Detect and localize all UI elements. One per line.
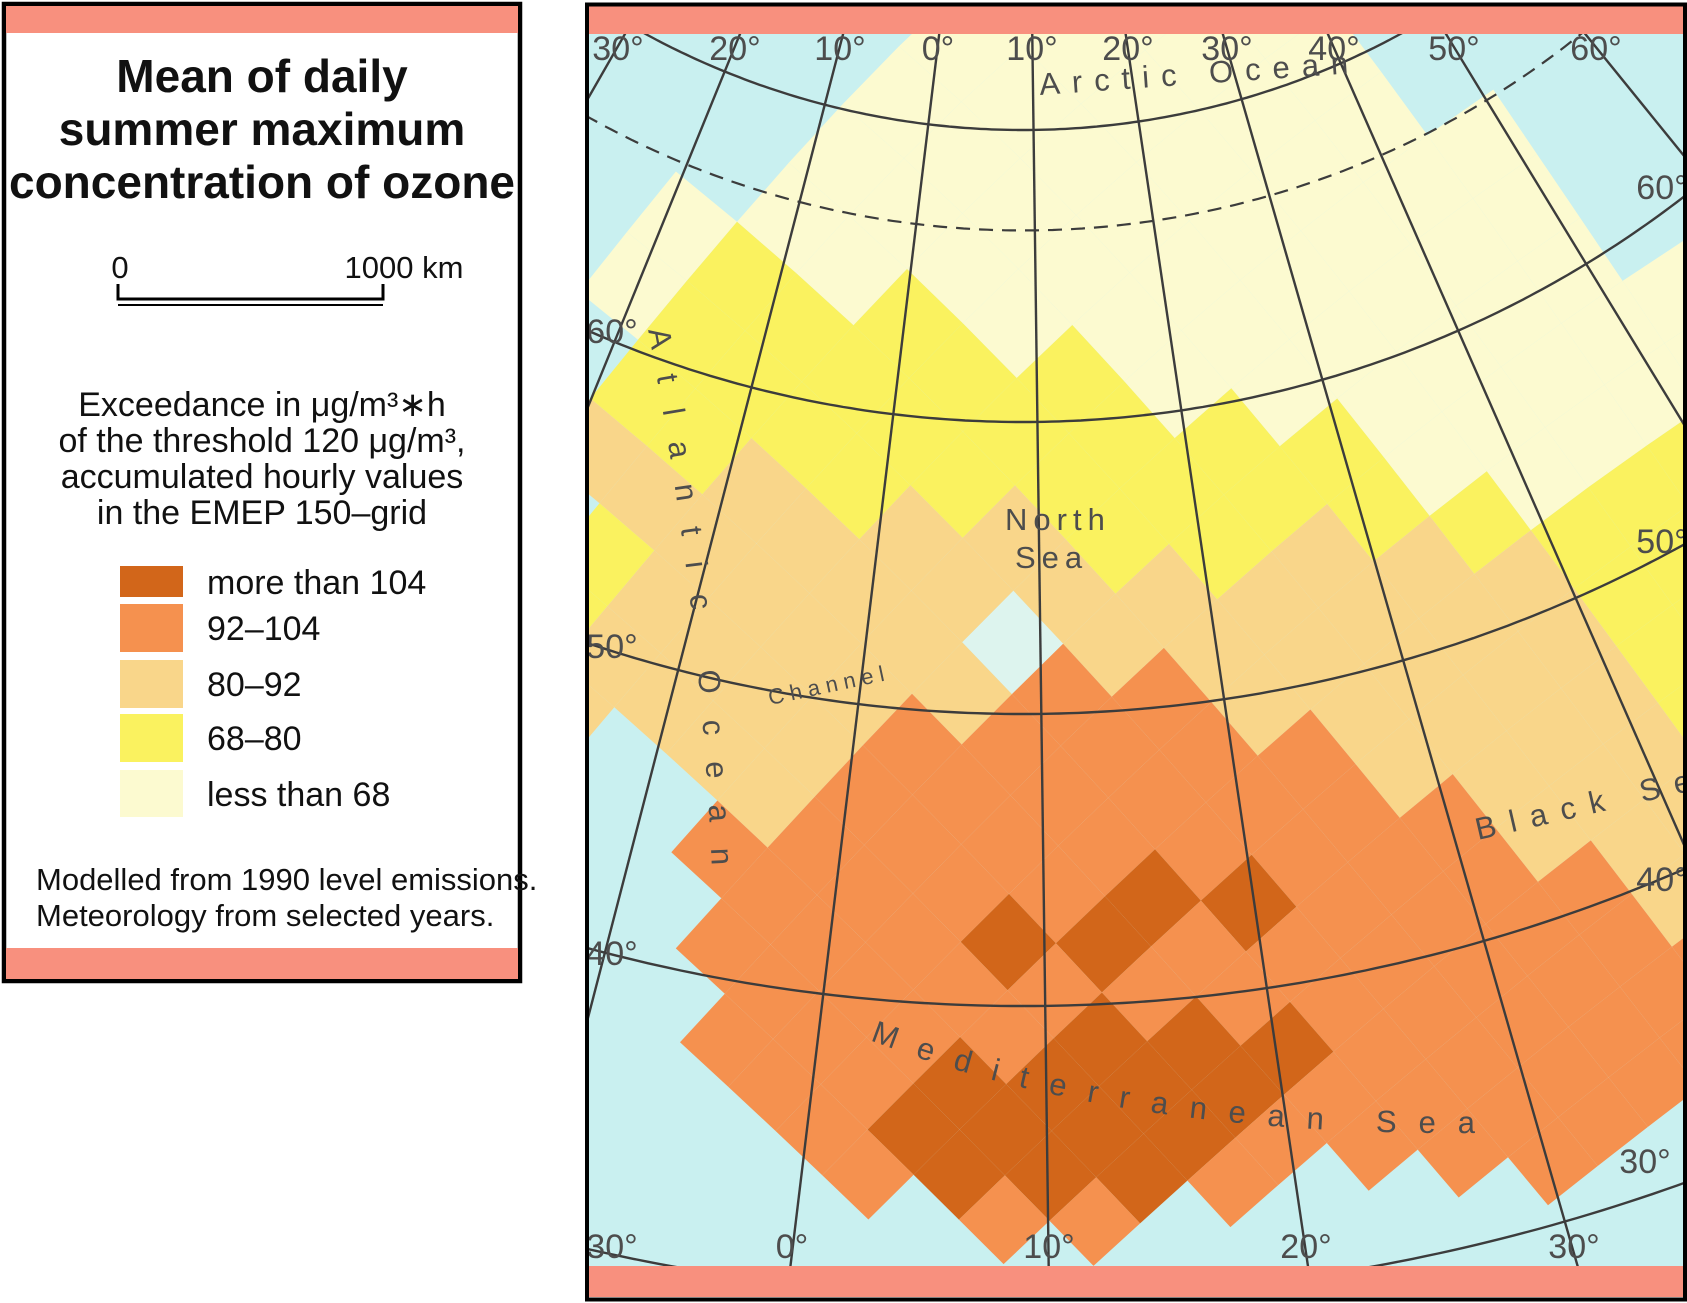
svg-text:60°: 60°: [1570, 30, 1621, 68]
svg-text:30°: 30°: [1548, 1228, 1599, 1266]
svg-text:50°: 50°: [1636, 523, 1687, 561]
svg-text:40°: 40°: [586, 935, 637, 973]
svg-text:20°: 20°: [709, 30, 760, 68]
svg-text:Modelled from 1990 level emiss: Modelled from 1990 level emissions.: [36, 862, 537, 897]
svg-text:92–104: 92–104: [207, 610, 320, 648]
svg-text:North: North: [1005, 502, 1111, 537]
svg-text:less than 68: less than 68: [207, 776, 390, 814]
svg-text:in the EMEP 150–grid: in the EMEP 150–grid: [97, 494, 427, 532]
svg-text:30°: 30°: [586, 1228, 637, 1266]
svg-text:1000 km: 1000 km: [345, 250, 464, 285]
svg-text:40°: 40°: [1636, 861, 1687, 899]
svg-text:Sea: Sea: [1015, 540, 1088, 575]
svg-text:of the threshold 120 μg/m³,: of the threshold 120 μg/m³,: [58, 422, 465, 460]
svg-text:30°: 30°: [1619, 1143, 1670, 1181]
svg-text:60°: 60°: [1636, 169, 1687, 207]
svg-text:concentration of ozone: concentration of ozone: [9, 156, 515, 208]
svg-text:30°: 30°: [592, 30, 643, 68]
svg-text:Exceedance in μg/m³∗h: Exceedance in μg/m³∗h: [78, 386, 445, 424]
svg-text:60°: 60°: [586, 313, 637, 351]
svg-text:40°: 40°: [1308, 30, 1359, 68]
svg-text:30°: 30°: [1201, 30, 1252, 68]
svg-text:20°: 20°: [1280, 1228, 1331, 1266]
svg-text:more than 104: more than 104: [207, 564, 426, 602]
svg-text:0: 0: [111, 250, 128, 285]
svg-text:50°: 50°: [586, 628, 637, 666]
svg-text:Meteorology from selected year: Meteorology from selected years.: [36, 898, 494, 933]
svg-text:10°: 10°: [1006, 30, 1057, 68]
svg-text:20°: 20°: [1102, 30, 1153, 68]
svg-text:10°: 10°: [1023, 1228, 1074, 1266]
svg-text:Mean of daily: Mean of daily: [116, 50, 408, 102]
svg-text:10°: 10°: [814, 30, 865, 68]
svg-text:accumulated hourly values: accumulated hourly values: [61, 458, 464, 496]
svg-text:summer maximum: summer maximum: [59, 103, 466, 155]
svg-text:80–92: 80–92: [207, 666, 302, 704]
svg-text:0°: 0°: [922, 30, 955, 68]
svg-text:68–80: 68–80: [207, 720, 302, 758]
svg-text:50°: 50°: [1428, 30, 1479, 68]
svg-text:0°: 0°: [776, 1228, 809, 1266]
